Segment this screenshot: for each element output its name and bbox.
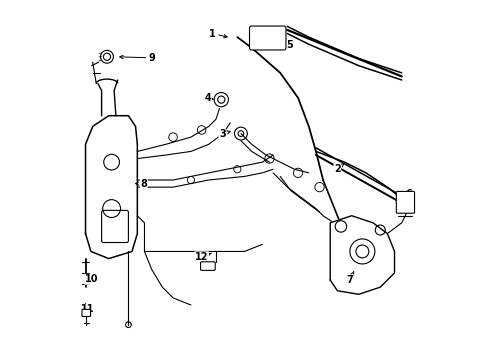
- Polygon shape: [329, 216, 394, 294]
- FancyBboxPatch shape: [395, 192, 414, 213]
- FancyBboxPatch shape: [82, 309, 90, 316]
- Text: 8: 8: [135, 179, 147, 189]
- Polygon shape: [85, 116, 137, 258]
- Text: 12: 12: [195, 252, 211, 262]
- Text: 7: 7: [346, 272, 353, 285]
- Text: 10: 10: [85, 274, 98, 284]
- FancyBboxPatch shape: [200, 262, 215, 270]
- Text: 2: 2: [333, 163, 343, 174]
- Text: 6: 6: [404, 189, 411, 199]
- Text: 11: 11: [81, 304, 94, 314]
- Text: 5: 5: [283, 40, 292, 50]
- Text: 4: 4: [204, 93, 213, 103]
- FancyBboxPatch shape: [102, 210, 128, 243]
- Text: 3: 3: [219, 129, 230, 139]
- Text: 1: 1: [208, 28, 227, 39]
- Text: 9: 9: [120, 53, 155, 63]
- FancyBboxPatch shape: [249, 26, 285, 50]
